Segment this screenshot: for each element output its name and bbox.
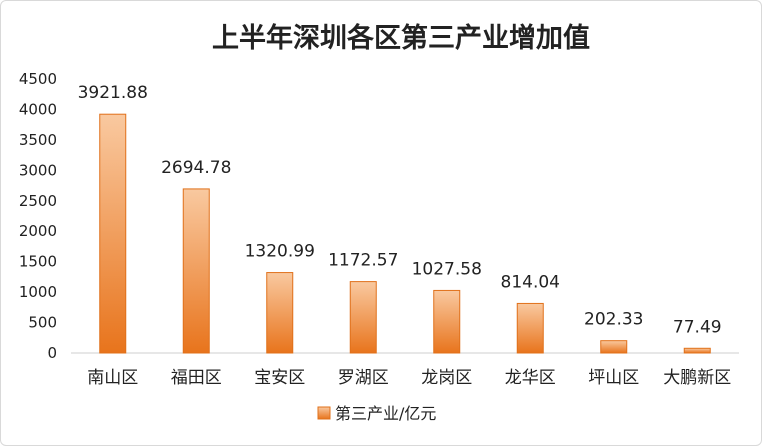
data-label: 814.04 [501, 272, 560, 292]
data-label: 77.49 [673, 317, 722, 337]
x-tick-label: 罗湖区 [338, 368, 389, 388]
bar [683, 347, 711, 354]
legend: 第三产业/亿元 [317, 404, 436, 423]
bar-series: 3921.88 2694.78 1320.99 1172.57 1027.58 814.0… [78, 83, 722, 354]
x-tick-label: 龙华区 [505, 368, 556, 388]
bar [433, 289, 461, 354]
y-tick-label: 500 [28, 314, 57, 332]
x-tick-label: 坪山区 [588, 368, 639, 388]
data-label: 1320.99 [245, 242, 315, 262]
x-tick-label: 龙岗区 [421, 368, 472, 388]
x-tick-label: 宝安区 [254, 368, 305, 388]
chart-title: 上半年深圳各区第三产业增加值 [212, 22, 590, 54]
bar [266, 272, 294, 354]
legend-swatch [317, 406, 331, 420]
bar [349, 281, 377, 354]
legend-label: 第三产业/亿元 [335, 404, 436, 423]
y-tick-label: 2500 [19, 192, 57, 210]
bar [600, 340, 628, 354]
data-label: 1027.58 [412, 259, 482, 279]
bar [516, 302, 544, 354]
y-tick-label: 2000 [19, 222, 57, 240]
x-tick-label: 大鹏新区 [663, 368, 731, 388]
y-axis: 0 500 1000 1500 2000 2500 3000 3500 4000 4500 [19, 70, 57, 362]
x-tick-label: 南山区 [87, 368, 138, 388]
bar [182, 188, 210, 354]
y-tick-label: 1500 [19, 253, 57, 271]
y-tick-label: 3500 [19, 131, 57, 149]
data-label: 202.33 [584, 310, 643, 330]
y-tick-label: 4000 [19, 100, 57, 118]
y-tick-label: 1000 [19, 283, 57, 301]
bar [99, 113, 127, 354]
y-tick-label: 4500 [19, 70, 57, 88]
y-tick-label: 3000 [19, 161, 57, 179]
data-label: 1172.57 [328, 251, 398, 271]
x-axis: 南山区 福田区 宝安区 罗湖区 龙岗区 龙华区 坪山区 大鹏新区 [87, 368, 731, 388]
data-label: 2694.78 [161, 158, 231, 178]
y-tick-label: 0 [47, 344, 57, 362]
x-tick-label: 福田区 [171, 368, 222, 388]
data-label: 3921.88 [78, 83, 148, 103]
